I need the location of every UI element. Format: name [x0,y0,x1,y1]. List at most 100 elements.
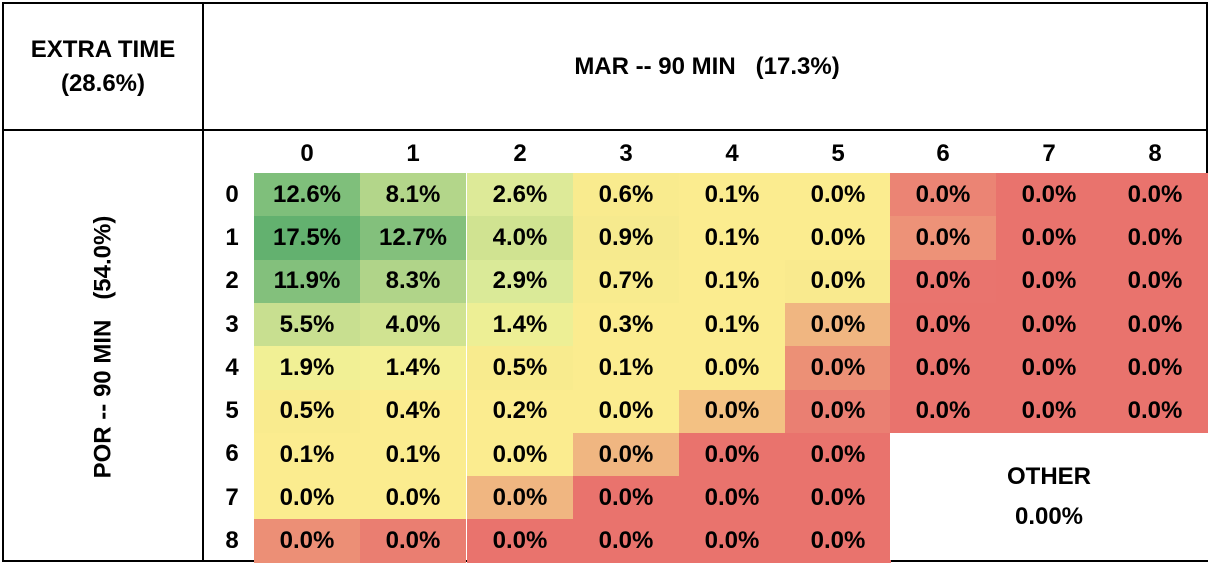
row-header-5: 5 [225,397,239,425]
other-value: 0.00% [1014,502,1084,530]
column-header-8: 8 [1148,140,1162,167]
heatmap-cell-2-3: 0.7% [573,259,679,304]
horizontal-divider [2,129,1208,131]
heatmap-cell-1-3: 0.9% [573,216,679,261]
heatmap-cell-4-6: 0.0% [890,346,996,390]
heatmap-cell-0-2: 2.6% [467,173,573,217]
heatmap-cell-8-2: 0.0% [467,519,573,564]
heatmap-cell-2-2: 2.9% [467,259,573,304]
row-header-1: 1 [225,223,239,251]
other-box: OTHER 0.00% [890,433,1208,560]
heatmap-cell-3-0: 5.5% [254,302,360,347]
heatmap-cell-7-2: 0.0% [467,476,573,520]
heatmap-cell-3-4: 0.1% [679,302,785,347]
column-team-title: MAR -- 90 MIN (17.3%) [574,52,840,80]
heatmap-cell-6-5: 0.0% [785,432,891,477]
heatmap-cell-3-2: 1.4% [467,302,573,347]
heatmap-cell-0-4: 0.1% [679,173,785,217]
other-label: OTHER [1007,462,1091,490]
heatmap-cell-1-1: 12.7% [360,216,466,261]
heatmap-cell-1-7: 0.0% [996,216,1102,261]
heatmap-cell-7-5: 0.0% [785,476,891,520]
heatmap-cell-3-8: 0.0% [1102,302,1208,347]
extra-time-percent: (28.6%) [60,69,146,97]
heatmap-cell-6-0: 0.1% [254,432,360,477]
vertical-divider [202,2,204,562]
row-header-0: 0 [225,180,239,208]
heatmap-cell-5-1: 0.4% [360,389,466,434]
row-header-8: 8 [225,527,239,555]
heatmap-cell-0-5: 0.0% [785,173,891,217]
heatmap-cell-4-8: 0.0% [1102,346,1208,390]
heatmap-cell-5-5: 0.0% [785,389,891,434]
heatmap-cell-0-1: 8.1% [360,173,466,217]
heatmap-cell-4-3: 0.1% [573,346,679,390]
heatmap-cell-5-4: 0.0% [679,389,785,434]
heatmap-cell-7-3: 0.0% [573,476,679,520]
heatmap-cell-4-7: 0.0% [996,346,1102,390]
heatmap-cell-6-1: 0.1% [360,432,466,477]
column-header-7: 7 [1042,140,1056,167]
heatmap-cell-2-1: 8.3% [360,259,466,304]
heatmap-cell-2-8: 0.0% [1102,259,1208,304]
heatmap-cell-5-2: 0.2% [467,389,573,434]
heatmap-cell-2-6: 0.0% [890,259,996,304]
heatmap-cell-4-2: 0.5% [467,346,573,390]
heatmap-cell-7-1: 0.0% [360,476,466,520]
heatmap-cell-5-6: 0.0% [890,389,996,434]
heatmap-cell-5-8: 0.0% [1102,389,1208,434]
heatmap-cell-4-5: 0.0% [785,346,891,390]
heatmap-cell-0-8: 0.0% [1102,173,1208,217]
heatmap-cell-1-4: 0.1% [679,216,785,261]
heatmap-cell-8-1: 0.0% [360,519,466,564]
heatmap-cell-4-4: 0.0% [679,346,785,390]
heatmap-cell-1-0: 17.5% [254,216,360,261]
column-header-0: 0 [300,140,314,167]
column-header-1: 1 [406,140,420,167]
heatmap-cell-3-1: 4.0% [360,302,466,347]
heatmap-cell-6-2: 0.0% [467,432,573,477]
heatmap-cell-6-4: 0.0% [679,432,785,477]
heatmap-cell-8-4: 0.0% [679,519,785,564]
heatmap-cell-3-3: 0.3% [573,302,679,347]
heatmap-cell-4-0: 1.9% [254,346,360,390]
row-header-2: 2 [225,267,239,295]
row-header-7: 7 [225,483,239,511]
heatmap-cell-5-3: 0.0% [573,389,679,434]
heatmap-cell-0-7: 0.0% [996,173,1102,217]
heatmap-cell-1-5: 0.0% [785,216,891,261]
heatmap-cell-3-5: 0.0% [785,302,891,347]
column-header-6: 6 [936,140,950,167]
heatmap-cell-2-5: 0.0% [785,259,891,304]
heatmap-cell-6-3: 0.0% [573,432,679,477]
heatmap-cell-0-6: 0.0% [890,173,996,217]
heatmap-cell-1-6: 0.0% [890,216,996,261]
heatmap-cell-2-0: 11.9% [254,259,360,304]
heatmap-cell-8-3: 0.0% [573,519,679,564]
heatmap-cell-1-8: 0.0% [1102,216,1208,261]
row-header-3: 3 [225,310,239,338]
heatmap-cell-0-0: 12.6% [254,173,360,217]
heatmap-cell-2-4: 0.1% [679,259,785,304]
heatmap-cell-8-0: 0.0% [254,519,360,564]
heatmap-cell-5-0: 0.5% [254,389,360,434]
heatmap-cell-3-7: 0.0% [996,302,1102,347]
extra-time-title: EXTRA TIME [30,35,176,63]
heatmap-cell-0-3: 0.6% [573,173,679,217]
heatmap-cell-1-2: 4.0% [467,216,573,261]
heatmap-cell-7-0: 0.0% [254,476,360,520]
heatmap-cell-5-7: 0.0% [996,389,1102,434]
column-header-4: 4 [725,140,739,167]
column-header-2: 2 [513,140,527,167]
heatmap-cell-8-5: 0.0% [785,519,891,564]
extra-time-label: EXTRA TIME (28.6%) [4,4,202,129]
heatmap-cell-7-4: 0.0% [679,476,785,520]
row-header-4: 4 [225,353,239,381]
row-header-6: 6 [225,440,239,468]
column-header-3: 3 [619,140,633,167]
heatmap-cell-3-6: 0.0% [890,302,996,347]
heatmap-cell-4-1: 1.4% [360,346,466,390]
column-header-5: 5 [831,140,845,167]
heatmap-cell-2-7: 0.0% [996,259,1102,304]
